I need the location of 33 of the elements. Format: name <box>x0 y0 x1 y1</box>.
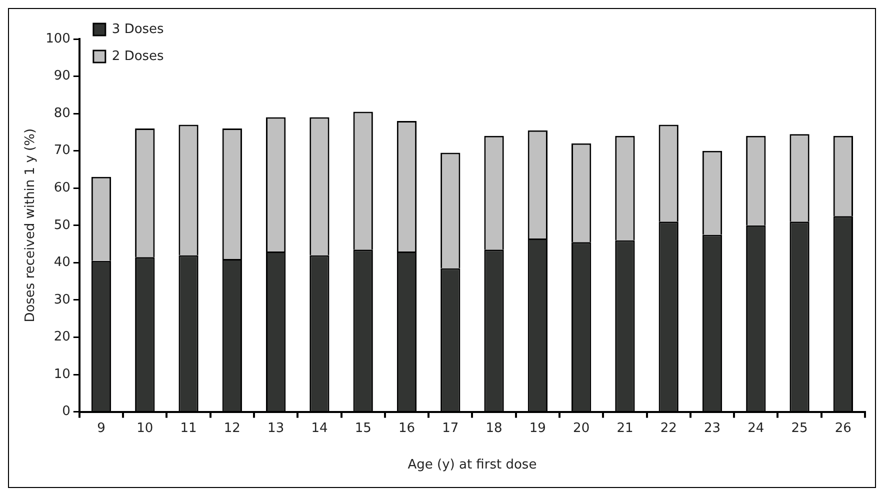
y-tick-label: 0 <box>62 404 70 420</box>
y-tick-label: 100 <box>46 31 70 46</box>
x-tick-label: 26 <box>834 420 852 436</box>
x-axis-title: Age (y) at first dose <box>408 458 537 473</box>
y-tick-label: 90 <box>54 68 70 84</box>
x-tick-label: 16 <box>398 420 416 436</box>
y-tick-label: 60 <box>54 180 70 196</box>
x-tick-label: 21 <box>616 420 634 436</box>
y-tick-label: 40 <box>54 255 70 270</box>
x-tick-label: 23 <box>704 420 721 436</box>
x-tick-label: 14 <box>311 420 328 436</box>
x-tick-label: 10 <box>136 420 154 436</box>
y-tick-label: 30 <box>54 292 70 308</box>
y-axis-title: Doses received within 1 y (%) <box>23 128 38 322</box>
x-tick-label: 12 <box>224 420 240 436</box>
x-tick-label: 17 <box>442 420 459 436</box>
legend-label: 3 Doses <box>112 22 164 37</box>
x-tick-label: 22 <box>660 420 677 436</box>
y-tick-label: 70 <box>54 143 70 158</box>
y-tick-label: 20 <box>54 330 70 345</box>
x-tick-label: 19 <box>529 420 546 436</box>
x-tick-label: 25 <box>791 420 808 436</box>
x-tick-label: 9 <box>97 420 106 436</box>
legend-label: 2 Doses <box>112 48 164 64</box>
x-tick-label: 13 <box>268 420 284 436</box>
x-tick-label: 20 <box>573 420 590 436</box>
x-tick-label: 11 <box>180 420 197 436</box>
x-tick-label: 18 <box>486 420 502 436</box>
y-tick-label: 50 <box>54 218 70 233</box>
x-tick-label: 15 <box>354 420 372 436</box>
y-tick-label: 80 <box>54 106 70 121</box>
y-tick-label: 10 <box>54 366 70 382</box>
x-tick-label: 24 <box>748 420 764 436</box>
